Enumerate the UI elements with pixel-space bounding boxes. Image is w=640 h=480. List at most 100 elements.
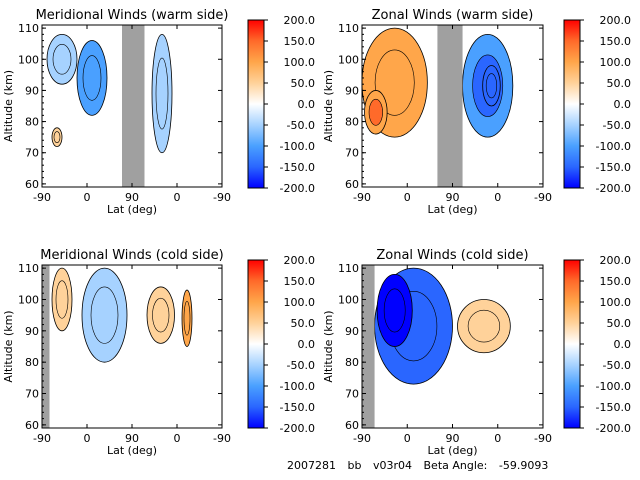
- footer-version: v03r04: [372, 459, 412, 472]
- y-axis-label: Altitude (km): [2, 70, 15, 142]
- x-tick-label: -90: [353, 191, 371, 204]
- x-tick-label: 90: [446, 432, 460, 445]
- x-tick-label: -90: [534, 191, 552, 204]
- y-tick-label: 60: [25, 178, 39, 191]
- chart-panel-4: Zonal Winds (cold side) 60 70 80 90 100 110 -90…: [322, 248, 631, 457]
- y-tick-label: 100: [338, 293, 359, 306]
- colorbar: [247, 259, 265, 429]
- chart-title: Meridional Winds (cold side): [40, 248, 223, 263]
- colorbar: [247, 19, 265, 189]
- colorbar-tick-label: 150.0: [600, 35, 632, 48]
- x-axis-label: Lat (deg): [107, 203, 157, 216]
- plot-area: [362, 25, 514, 187]
- footer-beta-label: Beta Angle:: [423, 459, 488, 472]
- colorbar-tick-label: 0.0: [298, 338, 316, 351]
- contour-region-inner: [82, 55, 102, 101]
- footer-beta-value: -59.9093: [498, 459, 549, 472]
- colorbar-tick-label: -50.0: [603, 359, 631, 372]
- colorbar-tick-label: -200.0: [280, 422, 315, 435]
- colorbar-tick-label: 50.0: [607, 77, 632, 90]
- x-tick-label: -90: [353, 432, 371, 445]
- y-tick-label: 100: [18, 53, 39, 66]
- y-tick-label: 70: [25, 147, 39, 160]
- y-axis-label: Altitude (km): [322, 310, 335, 382]
- contour-region-inner: [467, 309, 501, 343]
- colorbar-tick-label: 200.0: [600, 14, 632, 27]
- y-tick-label: 90: [345, 84, 359, 97]
- contour-region-inner: [155, 57, 169, 130]
- colorbar-tick-label: -150.0: [280, 161, 315, 174]
- y-axis-label: Altitude (km): [322, 70, 335, 142]
- colorbar-tick-label: -100.0: [596, 380, 631, 393]
- y-tick-label: 70: [25, 388, 39, 401]
- colorbar-tick-label: 0.0: [614, 98, 632, 111]
- plot-area: [46, 25, 173, 187]
- x-tick-label: 0: [174, 432, 181, 445]
- colorbar-tick-label: -50.0: [287, 359, 315, 372]
- x-axis-label: Lat (deg): [428, 203, 478, 216]
- colorbar-tick-label: 150.0: [284, 275, 316, 288]
- chart-title: Zonal Winds (cold side): [376, 248, 528, 263]
- colorbar-tick-label: -150.0: [280, 401, 315, 414]
- y-tick-label: 60: [25, 419, 39, 432]
- colorbar-tick-label: 100.0: [284, 296, 316, 309]
- contour-region-inner: [52, 44, 72, 75]
- colorbar: [563, 259, 581, 429]
- x-tick-label: -90: [213, 432, 231, 445]
- x-axis-label: Lat (deg): [107, 444, 157, 457]
- plot-area: [42, 265, 193, 428]
- y-tick-label: 80: [25, 116, 39, 129]
- colorbar-tick-label: -150.0: [596, 401, 631, 414]
- y-tick-label: 110: [338, 22, 359, 35]
- no-data-band: [42, 265, 50, 428]
- colorbar-tick-label: -100.0: [280, 140, 315, 153]
- chart-title: Zonal Winds (warm side): [372, 8, 534, 23]
- y-tick-label: 100: [18, 293, 39, 306]
- no-data-band: [122, 25, 145, 187]
- contour-region-inner: [55, 280, 69, 319]
- x-tick-label: 0: [494, 191, 501, 204]
- colorbar-tick-label: 100.0: [284, 56, 316, 69]
- colorbar-tick-label: 100.0: [600, 56, 632, 69]
- colorbar-tick-label: 150.0: [600, 275, 632, 288]
- colorbar-tick-label: -200.0: [280, 182, 315, 195]
- chart-panel-3: Meridional Winds (cold side) 60 70 80 90 100 1…: [2, 248, 315, 457]
- contour-region-inner: [90, 286, 119, 344]
- contour-region-inner: [383, 288, 406, 333]
- x-tick-label: 0: [174, 191, 181, 204]
- x-tick-label: 0: [84, 191, 91, 204]
- x-tick-label: 90: [125, 191, 139, 204]
- x-tick-label: -90: [213, 191, 231, 204]
- chart-panel-2: Zonal Winds (warm side) 60 70 80 90 100 110 -90…: [322, 8, 631, 216]
- footer-caption: 2007281 bb v03r04 Beta Angle: -59.9093: [287, 459, 556, 472]
- x-tick-label: 90: [446, 191, 460, 204]
- colorbar-tick-label: -200.0: [596, 422, 631, 435]
- x-tick-label: -90: [33, 191, 51, 204]
- contour-region-inner: [152, 297, 170, 333]
- colorbar-tick-label: -200.0: [596, 182, 631, 195]
- x-tick-label: 0: [494, 432, 501, 445]
- x-tick-label: 0: [404, 432, 411, 445]
- contour-region-inner: [53, 131, 61, 144]
- x-tick-label: 90: [125, 432, 139, 445]
- x-tick-label: 0: [84, 432, 91, 445]
- x-tick-label: -90: [33, 432, 51, 445]
- colorbar-tick-label: 200.0: [600, 254, 632, 267]
- x-tick-label: -90: [534, 432, 552, 445]
- colorbar-tick-label: 200.0: [284, 14, 316, 27]
- contour-region-inner: [485, 73, 498, 99]
- colorbar: [563, 19, 581, 189]
- y-tick-label: 110: [18, 22, 39, 35]
- colorbar-tick-label: 50.0: [291, 77, 316, 90]
- y-tick-label: 110: [18, 262, 39, 275]
- chart-panel-1: Meridional Winds (warm side) 60 70 80 90 100 1…: [2, 8, 315, 216]
- colorbar-tick-label: -50.0: [287, 119, 315, 132]
- y-tick-label: 60: [345, 178, 359, 191]
- colorbar-tick-label: 0.0: [298, 98, 316, 111]
- footer-date-code: 2007281: [287, 459, 336, 472]
- y-tick-label: 110: [338, 262, 359, 275]
- y-axis-label: Altitude (km): [2, 310, 15, 382]
- x-tick-label: 0: [404, 191, 411, 204]
- plot-area: [362, 265, 511, 428]
- y-tick-label: 100: [338, 53, 359, 66]
